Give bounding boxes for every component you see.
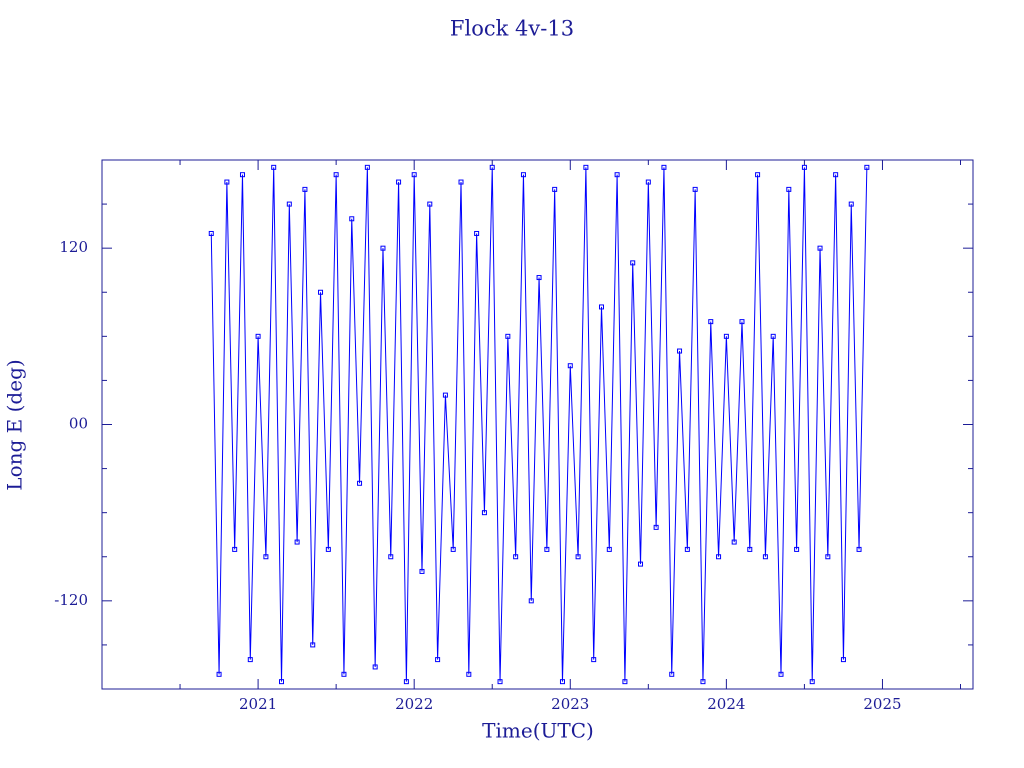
data-point — [598, 304, 604, 310]
data-point — [692, 186, 698, 192]
data-point — [700, 679, 706, 685]
data-point — [333, 172, 339, 178]
data-point — [731, 539, 737, 545]
data-point — [801, 164, 807, 170]
data-point — [723, 333, 729, 339]
data-point — [325, 546, 331, 552]
data-point — [263, 554, 269, 560]
data-point — [677, 348, 683, 354]
data-point — [864, 164, 870, 170]
data-point — [536, 275, 542, 281]
data-point — [318, 289, 324, 295]
data-point — [661, 164, 667, 170]
data-point — [669, 671, 675, 677]
data-point — [638, 561, 644, 567]
data-point — [778, 671, 784, 677]
data-point — [380, 245, 386, 251]
data-point — [279, 679, 285, 685]
y-tick-label: 120 — [59, 238, 88, 256]
data-point — [528, 598, 534, 604]
data-point — [653, 524, 659, 530]
data-point — [497, 679, 503, 685]
data-point — [396, 179, 402, 185]
data-point — [817, 245, 823, 251]
data-point — [216, 671, 222, 677]
data-line — [210, 167, 868, 682]
data-point — [755, 172, 761, 178]
data-point — [544, 546, 550, 552]
data-point — [372, 664, 378, 670]
data-point — [567, 363, 573, 369]
data-point — [716, 554, 722, 560]
data-point — [489, 164, 495, 170]
chart-title: Flock 4v-13 — [450, 17, 574, 41]
data-point — [833, 172, 839, 178]
data-point — [520, 172, 526, 178]
data-point — [559, 679, 565, 685]
data-point — [856, 546, 862, 552]
data-point — [247, 657, 253, 663]
data-point — [739, 319, 745, 325]
data-point — [762, 554, 768, 560]
data-point — [403, 679, 409, 685]
data-point — [341, 671, 347, 677]
data-point — [770, 333, 776, 339]
y-axis-label: Long E (deg) — [3, 359, 27, 490]
data-point — [825, 554, 831, 560]
data-point — [645, 179, 651, 185]
data-point — [786, 186, 792, 192]
data-point — [591, 657, 597, 663]
data-point — [255, 333, 261, 339]
data-point — [458, 179, 464, 185]
data-point — [435, 657, 441, 663]
data-point — [466, 671, 472, 677]
x-tick-label: 2024 — [707, 695, 745, 713]
data-point — [684, 546, 690, 552]
data-point — [224, 179, 230, 185]
data-point — [481, 510, 487, 516]
x-axis-label: Time(UTC) — [482, 719, 594, 743]
y-tick-label: 00 — [69, 415, 88, 433]
data-point — [208, 230, 214, 236]
data-point — [575, 554, 581, 560]
data-point — [239, 172, 245, 178]
data-point — [357, 480, 363, 486]
data-point — [450, 546, 456, 552]
data-point — [427, 201, 433, 207]
data-point — [622, 679, 628, 685]
data-point — [794, 546, 800, 552]
data-point — [271, 164, 277, 170]
data-point — [747, 546, 753, 552]
y-tick-label: -120 — [54, 591, 88, 609]
data-point — [505, 333, 511, 339]
data-point — [232, 546, 238, 552]
x-tick-label: 2021 — [239, 695, 277, 713]
data-point — [364, 164, 370, 170]
data-point — [349, 216, 355, 222]
data-point — [809, 679, 815, 685]
data-point — [840, 657, 846, 663]
data-point — [630, 260, 636, 266]
data-point — [583, 164, 589, 170]
x-tick-label: 2023 — [551, 695, 589, 713]
data-point — [474, 230, 480, 236]
data-point — [411, 172, 417, 178]
data-point — [606, 546, 612, 552]
data-point — [708, 319, 714, 325]
data-point — [388, 554, 394, 560]
x-tick-label: 2025 — [863, 695, 901, 713]
data-point — [614, 172, 620, 178]
data-point — [442, 392, 448, 398]
data-point — [848, 201, 854, 207]
data-point — [419, 568, 425, 574]
data-point — [286, 201, 292, 207]
data-point — [294, 539, 300, 545]
data-point — [302, 186, 308, 192]
data-point — [513, 554, 519, 560]
data-point — [310, 642, 316, 648]
data-point — [552, 186, 558, 192]
x-tick-label: 2022 — [395, 695, 433, 713]
